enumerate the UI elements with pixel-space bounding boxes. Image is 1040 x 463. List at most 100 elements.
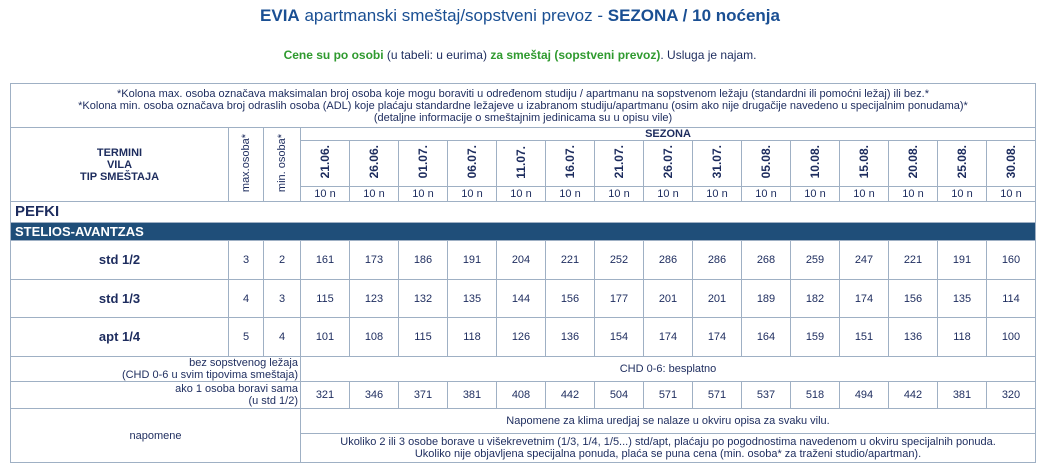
title: EVIA apartmanski smeštaj/sopstveni prevo…: [0, 6, 1040, 26]
header-labels-line: TERMINI: [96, 146, 143, 159]
price: 151: [839, 317, 889, 357]
table-row: apt 1/4 5 4 101 108 115 118 126 136 154 174 174 164 1…: [10, 317, 1036, 357]
table-row: PEFKI: [10, 201, 1036, 223]
single-price: 408: [496, 381, 546, 409]
price-table: *Kolona max. osoba označava maksimalan b…: [10, 83, 1036, 463]
single-price: 321: [300, 381, 350, 409]
notes: *Kolona max. osoba označava maksimalan b…: [10, 83, 1036, 128]
date-header-text: 21.06.: [318, 145, 332, 179]
single-price: 381: [447, 381, 497, 409]
date-header-text: 25.08.: [955, 145, 969, 179]
date-header: 25.08.: [937, 140, 987, 187]
date-header: 16.07.: [545, 140, 595, 187]
max-persons: 5: [228, 317, 264, 357]
price: 173: [349, 240, 399, 280]
date-header-text: 31.07.: [710, 145, 724, 179]
date-header: 05.08.: [741, 140, 791, 187]
price: 101: [300, 317, 350, 357]
nights-header: 10 n: [545, 186, 595, 202]
subtitle: Cene su po osobi (u tabeli: u eurima) za…: [0, 48, 1040, 62]
nights-header: 10 n: [300, 186, 350, 202]
room-type: apt 1/4: [10, 317, 229, 357]
nights-header: 10 n: [398, 186, 448, 202]
date-header-text: 26.06.: [367, 145, 381, 179]
date-header-text: 21.07.: [612, 145, 626, 179]
date-header: 26.07.: [643, 140, 693, 187]
price: 164: [741, 317, 791, 357]
price: 221: [888, 240, 938, 280]
price: 159: [790, 317, 840, 357]
price: 115: [300, 279, 350, 318]
date-header-text: 06.07.: [465, 145, 479, 179]
price: 135: [937, 279, 987, 318]
single-price: 504: [594, 381, 644, 409]
extra-bed-label-line: bez sopstvenog ležaja: [189, 357, 298, 370]
subtitle-part: (u tabeli: u eurima): [386, 48, 487, 62]
nights-header: 10 n: [839, 186, 889, 202]
remarks-special: Ukoliko 2 ili 3 osobe borave u višekreve…: [300, 433, 1036, 463]
single-price: 346: [349, 381, 399, 409]
date-header-text: 26.07.: [661, 145, 675, 179]
table-row: TERMINI VILA TIP SMEŠTAJA max.osoba* min. os…: [10, 127, 1036, 202]
remarks-ac: Napomene za klima uredjaj se nalaze u ok…: [300, 408, 1036, 434]
table-row: std 1/3 4 3 115 123 132 135 144 156 177 201 201 189 1…: [10, 279, 1036, 318]
single-label-line: (u std 1/2): [248, 395, 298, 407]
room-type: std 1/2: [10, 240, 229, 280]
nights-header: 10 n: [594, 186, 644, 202]
price: 191: [937, 240, 987, 280]
date-header: 06.07.: [447, 140, 497, 187]
price: 286: [643, 240, 693, 280]
price: 100: [986, 317, 1036, 357]
price: 118: [447, 317, 497, 357]
header-labels-line: TIP SMEŠTAJA: [79, 170, 160, 183]
nights-header: 10 n: [986, 186, 1036, 202]
date-header-text: 20.08.: [906, 145, 920, 179]
price: 154: [594, 317, 644, 357]
table-row: std 1/2 3 2 161 173 186 191 204 221 252 286 286 268 2…: [10, 240, 1036, 280]
notes-line: (detaljne informacije o smeštajnim jedin…: [373, 111, 673, 124]
header-labels: TERMINI VILA TIP SMEŠTAJA: [10, 127, 229, 202]
price: 221: [545, 240, 595, 280]
price: 144: [496, 279, 546, 318]
price: 156: [545, 279, 595, 318]
date-header-text: 01.07.: [416, 145, 430, 179]
single-price: 518: [790, 381, 840, 409]
single-price: 537: [741, 381, 791, 409]
nights-header: 10 n: [888, 186, 938, 202]
header-max: max.osoba*: [228, 127, 264, 202]
single-price: 571: [692, 381, 742, 409]
price: 201: [643, 279, 693, 318]
table-row: *Kolona max. osoba označava maksimalan b…: [10, 83, 1036, 128]
title-season: SEZONA / 10 noćenja: [607, 6, 780, 25]
table-row: 21.06. 26.06. 01.07. 06.07. 11.07. 16.07. 21.0…: [11, 140, 1036, 187]
nights-header: 10 n: [692, 186, 742, 202]
date-header: 30.08.: [986, 140, 1036, 187]
single-price: 320: [986, 381, 1036, 409]
table-row: napomene Napomene za klima uredjaj se nal…: [10, 408, 1036, 463]
price: 286: [692, 240, 742, 280]
table-row: Ukoliko 2 ili 3 osobe borave u višekreve…: [11, 433, 1036, 463]
nights-header: 10 n: [790, 186, 840, 202]
price: 259: [790, 240, 840, 280]
date-header: 21.07.: [594, 140, 644, 187]
price: 136: [545, 317, 595, 357]
price: 247: [839, 240, 889, 280]
extra-bed-label: bez sopstvenog ležaja (CHD 0-6 u svim tip…: [10, 356, 301, 382]
price: 132: [398, 279, 448, 318]
date-header: 11.07.: [496, 140, 546, 187]
price: 136: [888, 317, 938, 357]
price: 174: [839, 279, 889, 318]
header-max-text: max.osoba*: [240, 133, 252, 193]
single-label: ako 1 osoba boravi sama (u std 1/2): [10, 381, 301, 409]
price: 115: [398, 317, 448, 357]
nights-header: 10 n: [447, 186, 497, 202]
subtitle-part: za smeštaj (sopstveni prevoz): [490, 48, 661, 62]
price: 174: [692, 317, 742, 357]
price: 204: [496, 240, 546, 280]
date-header-text: 11.07.: [514, 145, 528, 179]
single-price: 494: [839, 381, 889, 409]
price: 177: [594, 279, 644, 318]
price: 160: [986, 240, 1036, 280]
date-header: 15.08.: [839, 140, 889, 187]
price: 161: [300, 240, 350, 280]
